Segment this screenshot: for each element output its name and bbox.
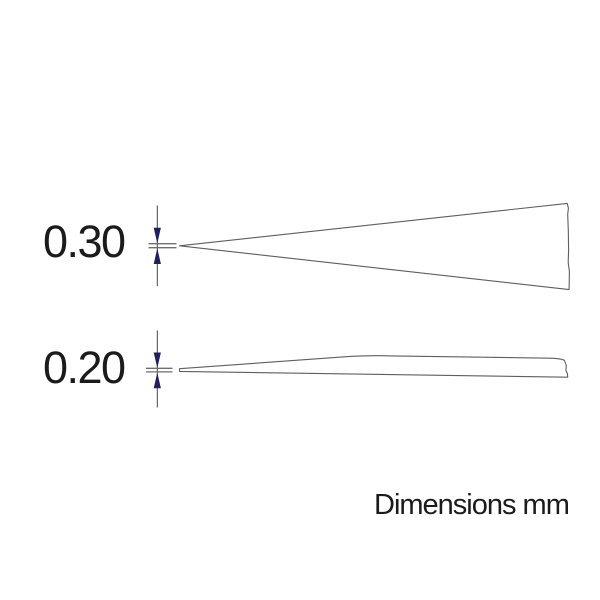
dimension-arrow-up-icon [153,372,161,389]
dimension-value-bottom: 0.20 [43,342,126,393]
tip-top-view-outline [178,202,570,291]
dimension-indicator-bottom [146,330,173,408]
units-caption: Dimensions mm [374,489,570,521]
tip-side-view-outline [178,355,569,378]
dimension-indicator-top [148,205,177,286]
dimension-arrow-down-icon [153,227,161,244]
dimension-arrow-down-icon [153,352,161,368]
dimension-value-top: 0.30 [43,216,126,267]
dimension-arrow-up-icon [153,248,161,264]
tip-top-view [148,202,570,291]
tip-side-view [146,330,569,408]
